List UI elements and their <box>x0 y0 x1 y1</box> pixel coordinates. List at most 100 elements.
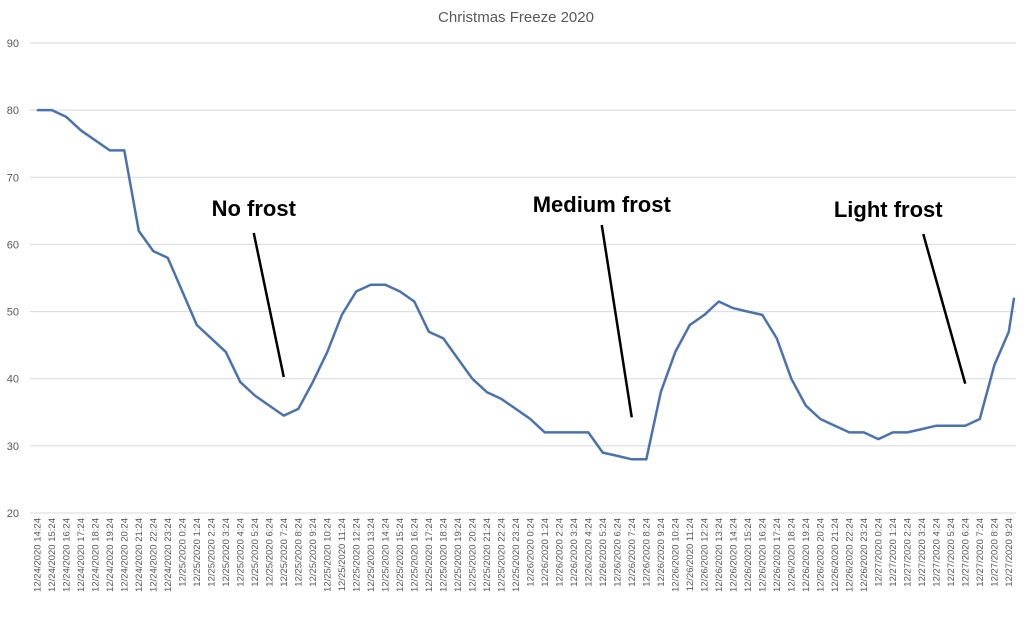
data-point <box>775 337 778 340</box>
x-tick-label: 12/25/2020 14:24 <box>380 518 391 592</box>
x-tick-label: 12/27/2020 9:24 <box>1004 518 1015 587</box>
data-point <box>558 431 561 434</box>
data-point <box>935 424 938 427</box>
x-tick-label: 12/27/2020 3:24 <box>917 518 928 587</box>
y-tick-label: 80 <box>7 105 19 117</box>
x-tick-label: 12/25/2020 19:24 <box>453 518 464 592</box>
x-tick-label: 12/25/2020 17:24 <box>424 518 435 592</box>
data-point <box>355 290 358 293</box>
x-tick-label: 12/26/2020 18:24 <box>786 518 797 592</box>
data-point <box>384 283 387 286</box>
data-point <box>79 129 82 132</box>
x-tick-label: 12/26/2020 1:24 <box>540 518 551 587</box>
y-tick-label: 90 <box>7 38 19 50</box>
data-point <box>659 391 662 393</box>
x-tick-label: 12/24/2020 21:24 <box>134 518 145 592</box>
data-point <box>688 324 691 326</box>
data-point <box>137 230 140 232</box>
y-tick-label: 50 <box>7 307 19 319</box>
x-tick-label: 12/26/2020 20:24 <box>815 518 826 592</box>
x-tick-label: 12/26/2020 16:24 <box>757 518 768 592</box>
data-point <box>166 257 169 259</box>
data-point <box>616 455 619 457</box>
x-tick-label: 12/25/2020 18:24 <box>438 518 449 592</box>
x-tick-label: 12/24/2020 18:24 <box>90 518 101 592</box>
x-tick-label: 12/26/2020 15:24 <box>743 518 754 592</box>
data-point <box>732 307 735 310</box>
annotation-label: No frost <box>212 196 297 221</box>
data-point <box>543 431 546 434</box>
x-tick-label: 12/24/2020 16:24 <box>61 518 72 592</box>
x-tick-label: 12/25/2020 22:24 <box>496 518 507 592</box>
data-point <box>181 290 184 293</box>
data-point <box>891 431 894 434</box>
annotation-label: Medium frost <box>533 192 672 217</box>
data-point <box>500 398 503 400</box>
data-point <box>848 431 851 434</box>
x-tick-label: 12/26/2020 6:24 <box>612 518 623 587</box>
data-point <box>427 330 430 333</box>
annotation-pointer <box>922 233 967 385</box>
x-tick-label: 12/24/2020 20:24 <box>119 518 130 592</box>
series-layer <box>36 108 1016 461</box>
x-tick-label: 12/27/2020 4:24 <box>931 518 942 587</box>
x-tick-label: 12/25/2020 6:24 <box>264 518 275 587</box>
x-tick-label: 12/25/2020 9:24 <box>308 518 319 587</box>
data-point <box>587 431 590 434</box>
data-point <box>340 314 343 316</box>
x-tick-label: 12/25/2020 4:24 <box>235 518 246 587</box>
data-point <box>862 431 865 434</box>
data-point <box>978 418 981 420</box>
data-point <box>65 116 68 118</box>
x-tick-label: 12/25/2020 21:24 <box>482 518 493 592</box>
x-tick-label: 12/25/2020 5:24 <box>250 518 261 587</box>
data-point <box>326 351 329 353</box>
x-tick-label: 12/26/2020 3:24 <box>569 518 580 587</box>
data-point <box>152 250 155 252</box>
x-tick-label: 12/25/2020 23:24 <box>511 518 522 592</box>
y-tick-label: 30 <box>7 441 19 453</box>
data-point <box>253 394 256 397</box>
annotations: No frost Medium frost Light frost <box>212 192 967 418</box>
data-point <box>529 418 532 420</box>
data-point <box>790 377 793 380</box>
x-tick-label: 12/26/2020 9:24 <box>656 518 667 587</box>
x-tick-label: 12/25/2020 1:24 <box>192 518 203 587</box>
annotation-label: Light frost <box>834 197 943 222</box>
data-point <box>224 351 227 353</box>
data-point <box>442 337 445 340</box>
data-point <box>50 109 53 111</box>
series-line <box>37 108 1016 461</box>
data-point <box>601 451 604 454</box>
x-tick-label: 12/25/2020 11:24 <box>337 518 348 591</box>
x-tick-label: 12/27/2020 5:24 <box>946 518 957 587</box>
x-tick-label: 12/25/2020 20:24 <box>467 518 478 592</box>
x-tick-label: 12/26/2020 22:24 <box>844 518 855 592</box>
x-tick-label: 12/26/2020 7:24 <box>627 518 638 587</box>
x-tick-label: 12/26/2020 23:24 <box>859 518 870 592</box>
x-tick-label: 12/26/2020 0:24 <box>525 518 536 587</box>
data-point <box>36 109 39 111</box>
data-point <box>819 418 822 420</box>
data-point <box>746 310 749 313</box>
x-tick-label: 12/27/2020 8:24 <box>989 518 1000 587</box>
data-point <box>195 324 198 326</box>
x-tick-label: 12/25/2020 3:24 <box>221 518 232 587</box>
annotation-pointer <box>600 224 633 418</box>
x-tick-label: 12/26/2020 17:24 <box>772 518 783 592</box>
x-tick-label: 12/27/2020 1:24 <box>888 518 899 587</box>
gridlines <box>30 42 1016 514</box>
data-point <box>804 404 807 407</box>
data-point <box>94 139 97 142</box>
x-axis: 12/24/2020 14:24 12/24/2020 15:24 12/24/20… <box>32 518 1015 592</box>
x-tick-label: 12/26/2020 21:24 <box>830 518 841 592</box>
x-tick-label: 12/26/2020 5:24 <box>598 518 609 587</box>
x-tick-label: 12/27/2020 2:24 <box>902 518 913 587</box>
annotation-pointer <box>252 232 285 378</box>
data-point <box>123 149 126 152</box>
x-tick-label: 12/24/2020 17:24 <box>76 518 87 592</box>
x-tick-label: 12/25/2020 2:24 <box>206 518 217 587</box>
data-point <box>645 458 648 461</box>
x-tick-label: 12/26/2020 2:24 <box>554 518 565 587</box>
